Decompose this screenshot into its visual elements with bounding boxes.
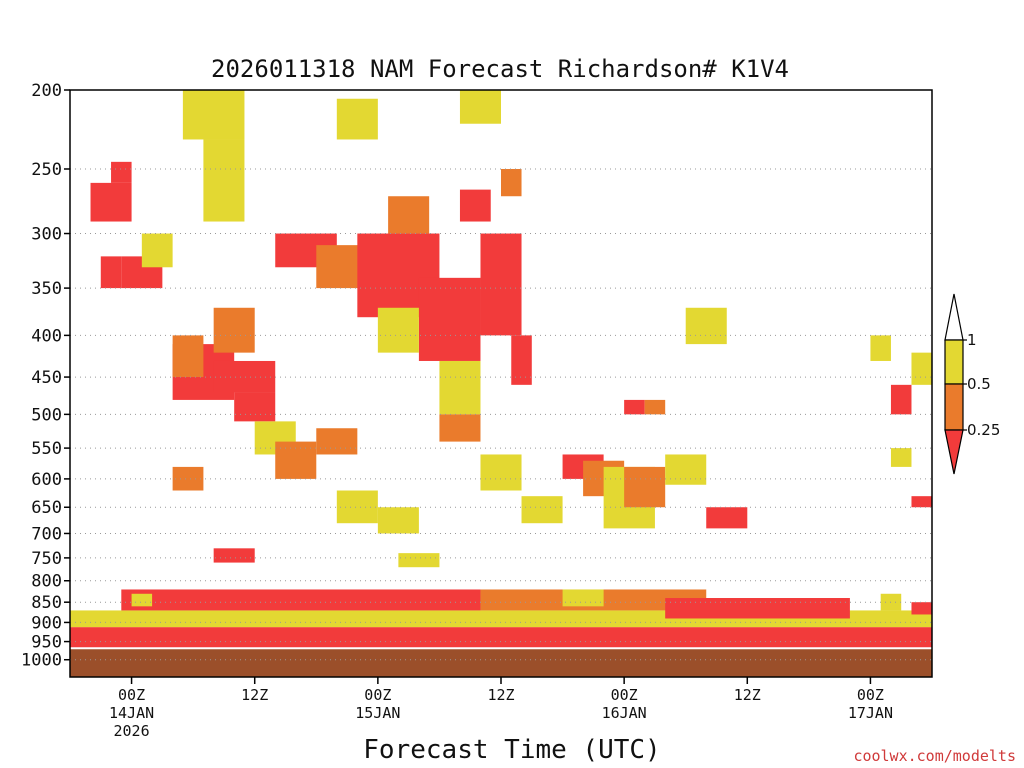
xtick-label-2-1: 15JAN (355, 704, 400, 722)
ri-region-43 (665, 454, 707, 485)
ri-region-18 (459, 189, 491, 222)
y-axis: 200 250 300 350 400 450 500 550 600 650 700 750 8008… (21, 81, 70, 671)
ri-region-17 (418, 277, 481, 361)
ytick-label-700: 700 (31, 524, 62, 544)
ri-region-53 (911, 602, 932, 615)
ri-region-32 (172, 466, 204, 491)
ri-region-33 (316, 428, 358, 455)
ytick-label-400: 400 (31, 326, 62, 346)
source-credit: coolwx.com/modelts (853, 747, 1016, 765)
colorbar-label-1: 0.5 (967, 375, 991, 393)
ri-region-6 (111, 161, 132, 183)
xtick-label-2-0: 00Z (364, 686, 391, 704)
colorbar-segment-0-25-to-0-5 (944, 383, 964, 431)
ri-region-19 (480, 233, 522, 336)
ri-region-57 (398, 553, 440, 568)
ytick-label-350: 350 (31, 279, 62, 299)
ri-region-27 (172, 335, 204, 378)
xtick-label-0-2: 2026 (114, 722, 150, 740)
ytick-label-900: 900 (31, 613, 62, 633)
ri-region-4 (665, 598, 850, 619)
ytick-label-750: 750 (31, 549, 62, 569)
ri-region-52 (911, 496, 932, 508)
plot-area (69, 89, 933, 678)
ri-region-56 (213, 548, 255, 563)
ri-region-2 (121, 589, 481, 611)
colorbar: 1 0.5 0.25 (944, 293, 1000, 475)
ytick-label-850: 850 (31, 593, 62, 613)
ri-region-29 (234, 392, 276, 422)
ri-region-23 (439, 360, 481, 415)
x-axis-label: Forecast Time (UTC) (363, 735, 660, 765)
ri-region-34 (336, 490, 378, 524)
ri-region-44 (685, 307, 727, 345)
ri-region-9 (141, 233, 173, 268)
ri-region-0 (70, 627, 932, 649)
ri-region-46 (624, 399, 645, 415)
ri-region-55 (131, 593, 153, 607)
xtick-label-5-0: 12Z (734, 686, 761, 704)
ri-region-50 (911, 352, 932, 385)
colorbar-segment-lt-0-25 (944, 429, 964, 475)
colorbar-label-2: 0.25 (967, 421, 1000, 439)
ri-region-45 (706, 507, 748, 529)
ytick-label-500: 500 (31, 405, 62, 425)
ri-region-48 (870, 335, 891, 361)
ri-region-26 (213, 307, 255, 353)
xtick-label-0-0: 00Z (118, 686, 145, 704)
xtick-label-4-1: 16JAN (602, 704, 647, 722)
xtick-label-6-0: 00Z (857, 686, 884, 704)
colorbar-label-0: 1 (967, 331, 977, 349)
ri-region-11 (203, 139, 245, 222)
ri-region-22 (511, 335, 532, 385)
ytick-label-650: 650 (31, 498, 62, 518)
ytick-label-200: 200 (31, 81, 62, 101)
ri-region-51 (890, 448, 912, 467)
xtick-label-0-1: 14JAN (109, 704, 154, 722)
ytick-label-450: 450 (31, 368, 62, 388)
ri-region-7 (100, 256, 122, 289)
ytick-label-600: 600 (31, 470, 62, 490)
surface-fill (70, 648, 932, 677)
ri-region-42 (624, 466, 666, 508)
ytick-label-950: 950 (31, 633, 62, 653)
ri-region-31 (275, 441, 317, 479)
ri-region-28 (213, 360, 276, 393)
xtick-label-3-0: 12Z (487, 686, 514, 704)
ri-region-5 (90, 182, 132, 222)
ri-region-16 (388, 196, 430, 234)
ytick-label-800: 800 (31, 572, 62, 592)
ri-region-35 (377, 507, 419, 534)
chart-title: 2026011318 NAM Forecast Richardson# K1V4 (211, 55, 789, 83)
xtick-label-4-0: 00Z (611, 686, 638, 704)
ri-region-36 (439, 414, 481, 442)
ri-region-21 (459, 90, 501, 124)
xtick-label-1-0: 12Z (241, 686, 268, 704)
ri-region-49 (890, 384, 912, 415)
ytick-label-550: 550 (31, 439, 62, 459)
ytick-label-1000: 1000 (21, 651, 62, 671)
ri-region-20 (501, 168, 522, 197)
ri-region-10 (182, 90, 245, 140)
ri-region-47 (644, 399, 666, 415)
ri-region-14 (336, 98, 378, 140)
ri-region-58 (562, 589, 604, 607)
ri-region-24 (377, 307, 419, 353)
ytick-label-300: 300 (31, 225, 62, 245)
colorbar-segment-gt-1 (944, 293, 964, 341)
colorbar-segment-0-5-to-1 (944, 339, 964, 385)
ri-region-37 (480, 454, 522, 491)
ytick-label-250: 250 (31, 160, 62, 180)
xtick-label-6-1: 17JAN (848, 704, 893, 722)
ri-region-38 (521, 496, 563, 524)
